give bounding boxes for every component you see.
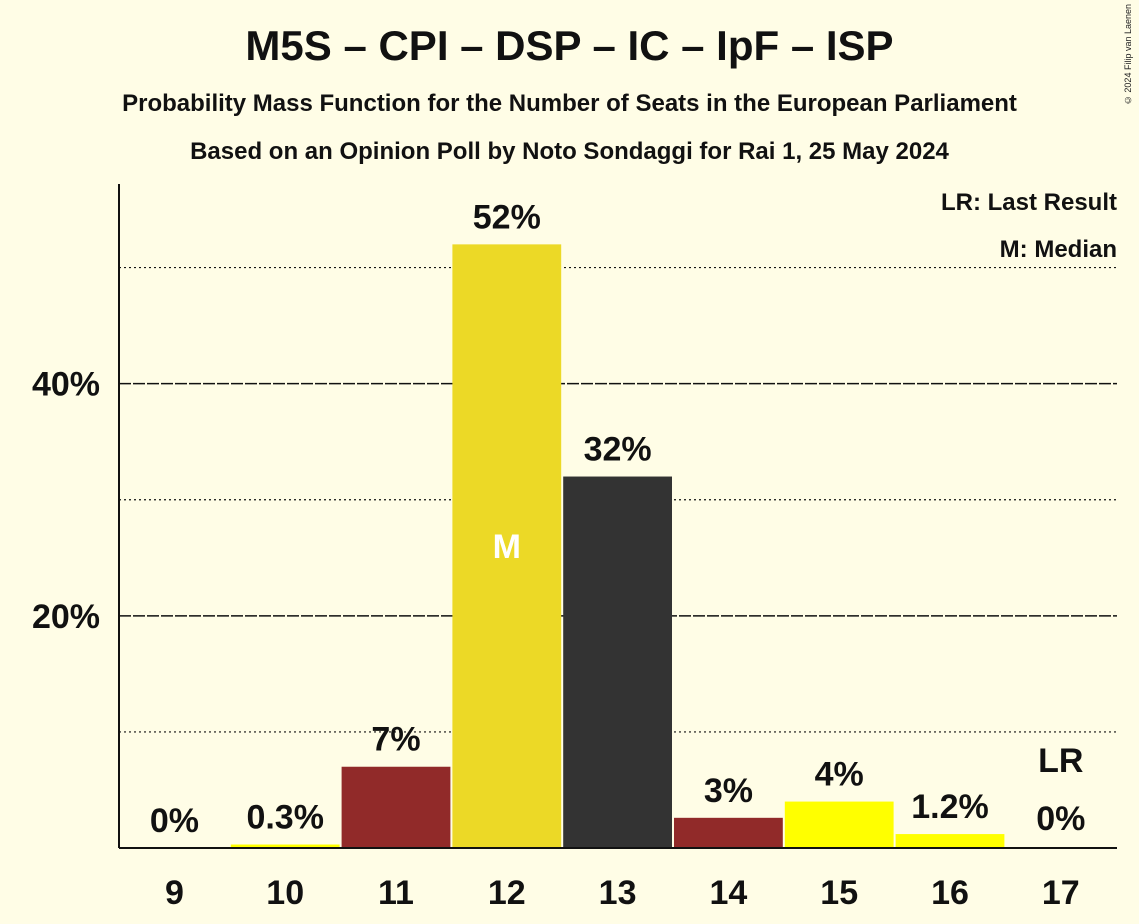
bars xyxy=(230,244,1005,848)
chart-title: M5S – CPI – DSP – IC – IpF – ISP xyxy=(245,22,894,69)
bar-11 xyxy=(341,766,451,848)
last-result-marker: LR xyxy=(1038,742,1083,780)
value-label-13: 32% xyxy=(584,431,652,469)
x-tick-label-11: 11 xyxy=(378,874,414,912)
value-labels: 0% 9 0.3% 10 7% 11 52% 12 M 32% 13 3% 14 4% 15 1.2% 16 0%… xyxy=(150,198,1086,912)
value-label-17: 0% xyxy=(1036,800,1085,838)
value-label-11: 7% xyxy=(371,721,420,759)
y-tick-label: 20% xyxy=(32,598,100,636)
x-tick-label-16: 16 xyxy=(931,874,969,912)
bar-13 xyxy=(563,476,672,848)
value-label-9: 0% xyxy=(150,802,199,840)
chart-subtitle: Probability Mass Function for the Number… xyxy=(122,90,1017,117)
value-label-16: 1.2% xyxy=(911,788,989,826)
chart-source-line: Based on an Opinion Poll by Noto Sondagg… xyxy=(190,138,949,165)
x-tick-label-14: 14 xyxy=(709,874,747,912)
x-tick-label-13: 13 xyxy=(599,874,637,912)
bar-15 xyxy=(784,801,894,848)
x-tick-label-12: 12 xyxy=(488,874,526,912)
median-marker: M xyxy=(493,528,521,566)
x-tick-label-17: 17 xyxy=(1042,874,1080,912)
value-label-15: 4% xyxy=(815,756,864,794)
value-label-10: 0.3% xyxy=(246,799,324,837)
x-tick-label-10: 10 xyxy=(266,874,304,912)
value-label-14: 3% xyxy=(704,772,753,810)
x-tick-label-15: 15 xyxy=(820,874,858,912)
y-tick-label: 40% xyxy=(32,366,100,404)
value-label-12: 52% xyxy=(473,198,541,236)
axes xyxy=(118,184,1117,849)
bar-16 xyxy=(895,834,1005,848)
legend-last-result: LR: Last Result xyxy=(941,189,1117,216)
bar-10 xyxy=(230,844,340,848)
bar-12 xyxy=(452,244,562,848)
bar-14 xyxy=(674,817,783,848)
x-tick-label-9: 9 xyxy=(165,874,184,912)
legend-median: M: Median xyxy=(1000,236,1117,263)
